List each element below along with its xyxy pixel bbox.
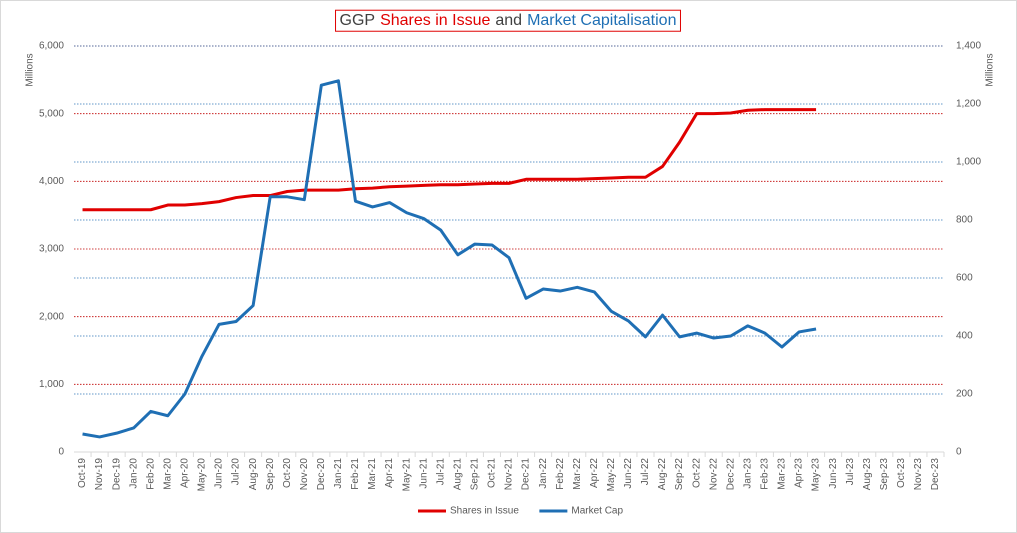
- x-tick-label: Sep-20: [265, 458, 276, 491]
- legend-label: Market Cap: [571, 506, 623, 517]
- y2-tick-label: 800: [956, 215, 973, 226]
- legend-label: Shares in Issue: [450, 506, 519, 517]
- x-tick-label: Feb-22: [555, 458, 566, 490]
- y2-tick-label: 200: [956, 389, 973, 400]
- x-tick-label: May-21: [401, 458, 412, 492]
- y-tick-label: 3,000: [39, 244, 64, 255]
- x-tick-label: Apr-23: [794, 458, 805, 488]
- x-tick-label: Aug-22: [657, 458, 668, 491]
- x-tick-label: Nov-23: [913, 458, 924, 491]
- x-tick-label: Jan-23: [742, 458, 753, 489]
- x-tick-label: Jul-20: [231, 458, 242, 486]
- x-tick-label: Jan-22: [538, 458, 549, 489]
- x-tick-label: Apr-21: [384, 458, 395, 488]
- x-tick-label: Oct-19: [77, 458, 88, 488]
- y2-tick-label: 600: [956, 273, 973, 284]
- y2-tick-label: 1,400: [956, 41, 981, 52]
- y2-tick-label: 0: [956, 447, 962, 458]
- x-tick-label: Aug-23: [862, 458, 873, 491]
- x-tick-label: Mar-21: [367, 458, 378, 490]
- y-tick-label: 6,000: [39, 41, 64, 52]
- x-tick-label: Apr-20: [180, 458, 191, 488]
- x-tick-label: Mar-23: [777, 458, 788, 490]
- y-axis-label: Millions: [25, 53, 36, 86]
- x-tick-label: Jul-22: [640, 458, 651, 486]
- x-tick-label: Dec-21: [521, 458, 532, 491]
- x-tick-label: Nov-22: [708, 458, 719, 491]
- x-tick-label: Nov-21: [504, 458, 515, 491]
- x-tick-label: May-23: [811, 458, 822, 492]
- y2-tick-label: 400: [956, 331, 973, 342]
- x-tick-label: Oct-22: [691, 458, 702, 488]
- x-tick-label: Mar-20: [162, 458, 173, 490]
- title-part: Market Capitalisation: [527, 12, 676, 29]
- y2-axis-label: Millions: [985, 53, 996, 86]
- x-tick-label: Jul-23: [845, 458, 856, 486]
- title-box: [335, 9, 681, 32]
- x-tick-label: Jan-21: [333, 458, 344, 489]
- y-tick-label: 0: [58, 447, 64, 458]
- x-tick-label: Sep-21: [470, 458, 481, 491]
- x-tick-label: Oct-23: [896, 458, 907, 488]
- x-tick-label: May-22: [606, 458, 617, 492]
- x-tick-label: Jun-22: [623, 458, 634, 489]
- series-line: [82, 79, 817, 439]
- x-tick-label: Nov-20: [299, 458, 310, 491]
- y-tick-label: 2,000: [39, 311, 64, 322]
- x-tick-label: Sep-22: [674, 458, 685, 491]
- x-tick-label: May-20: [197, 458, 208, 492]
- x-tick-label: Oct-20: [282, 458, 293, 488]
- y2-tick-label: 1,200: [956, 99, 981, 110]
- x-tick-label: Apr-22: [589, 458, 600, 488]
- x-tick-label: Feb-23: [760, 458, 771, 490]
- y-tick-label: 1,000: [39, 379, 64, 390]
- x-tick-label: Dec-20: [316, 458, 327, 491]
- x-tick-label: Feb-21: [350, 458, 361, 490]
- title-part: GGP: [340, 12, 376, 29]
- x-tick-label: Jan-20: [128, 458, 139, 489]
- title-part: and: [495, 12, 522, 29]
- x-tick-label: Dec-19: [111, 458, 122, 491]
- title-part: Shares in Issue: [380, 12, 490, 29]
- x-tick-label: Sep-23: [879, 458, 890, 491]
- x-tick-label: Feb-20: [145, 458, 156, 490]
- y-tick-label: 4,000: [39, 176, 64, 187]
- y2-tick-label: 1,000: [956, 157, 981, 168]
- y-tick-label: 5,000: [39, 108, 64, 119]
- chart-title: GGP Shares in Issue and Market Capitalisati…: [340, 12, 677, 29]
- x-tick-label: Jun-23: [828, 458, 839, 489]
- x-tick-label: Dec-23: [930, 458, 941, 491]
- x-tick-label: Jul-21: [435, 458, 446, 486]
- series-line: [82, 108, 817, 212]
- x-tick-label: Aug-20: [248, 458, 259, 491]
- x-tick-label: Jun-20: [214, 458, 225, 489]
- x-tick-label: Aug-21: [452, 458, 463, 491]
- x-tick-label: Mar-22: [572, 458, 583, 490]
- x-tick-label: Dec-22: [725, 458, 736, 491]
- x-tick-label: Jun-21: [418, 458, 429, 489]
- x-tick-label: Nov-19: [94, 458, 105, 491]
- x-tick-label: Oct-21: [487, 458, 498, 488]
